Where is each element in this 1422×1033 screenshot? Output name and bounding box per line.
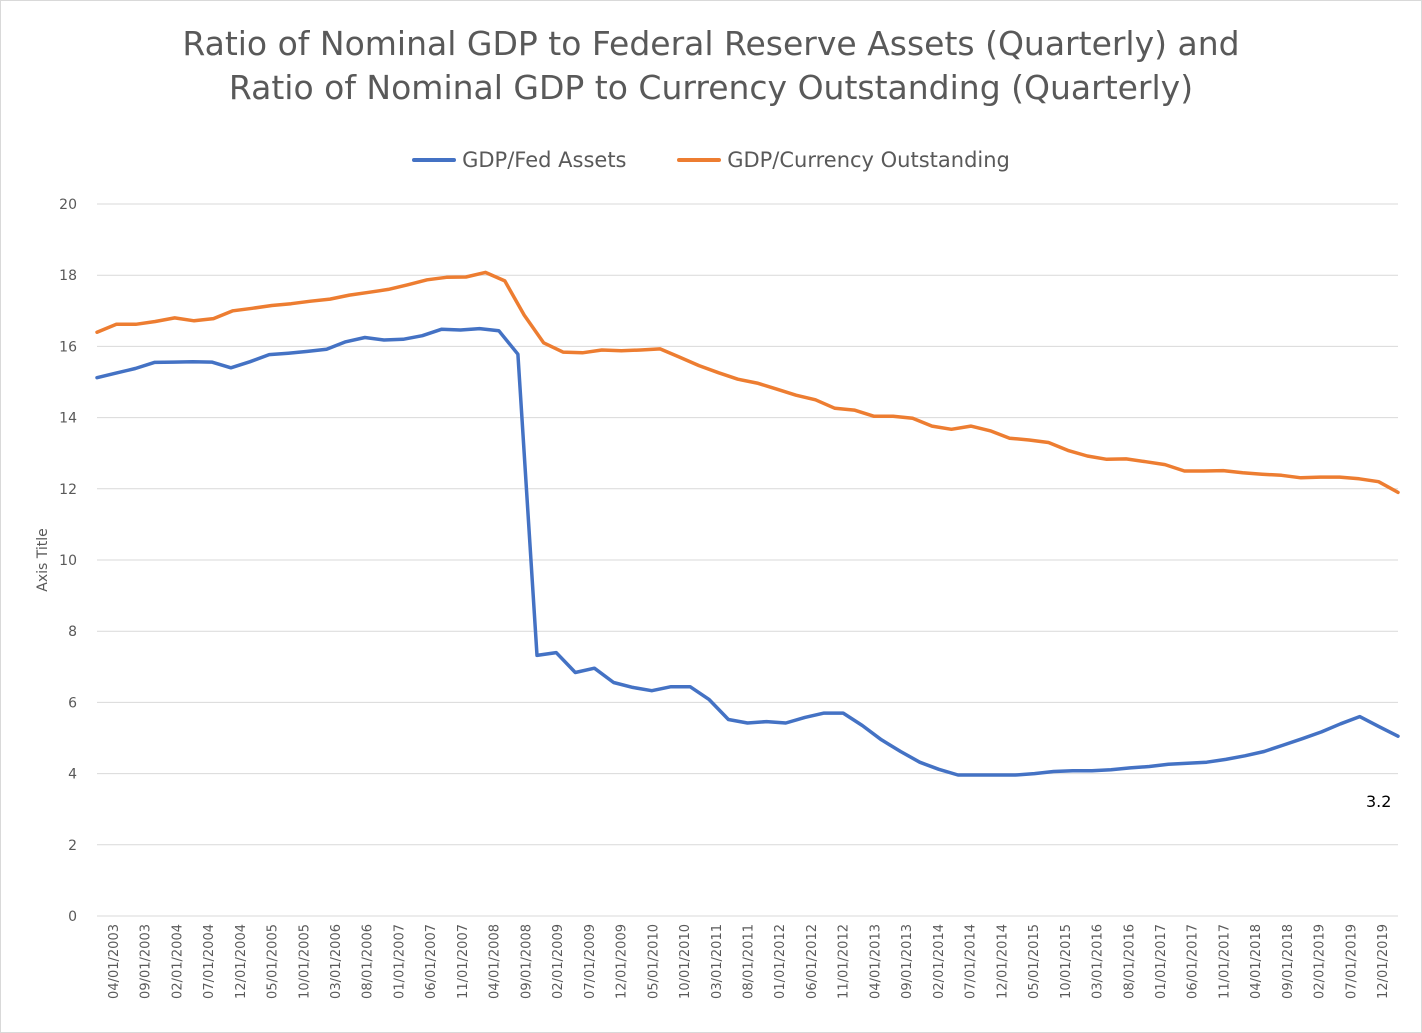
- x-tick-label: 09/01/2013: [900, 924, 915, 999]
- x-tick-label: 11/01/2017: [1218, 924, 1233, 999]
- y-tick-label: 18: [59, 268, 77, 284]
- x-tick-label: 02/01/2009: [551, 924, 566, 999]
- x-tick-label: 10/01/2005: [297, 924, 312, 999]
- y-tick-label: 6: [68, 695, 77, 711]
- legend-swatch-fed-assets: [412, 158, 457, 162]
- x-tick-label: 10/01/2010: [678, 924, 693, 999]
- x-tick-label: 10/01/2015: [1059, 924, 1074, 999]
- x-tick-label: 04/01/2008: [488, 924, 503, 999]
- y-tick-label: 8: [68, 624, 77, 640]
- x-tick-label: 05/01/2010: [646, 924, 661, 999]
- x-axis-ticks: 04/01/2003 09/01/2003 02/01/2004 07/01/2004…: [107, 924, 1391, 999]
- legend-item-currency: GDP/Currency Outstanding: [677, 148, 1010, 172]
- grid-lines: [97, 203, 1398, 917]
- y-tick-label: 14: [59, 411, 77, 427]
- x-tick-label: 11/01/2012: [837, 924, 852, 999]
- legend-label-fed-assets: GDP/Fed Assets: [462, 148, 627, 172]
- x-tick-label: 01/01/2012: [773, 924, 788, 999]
- y-tick-label: 4: [68, 767, 77, 783]
- legend-item-fed-assets: GDP/Fed Assets: [412, 148, 627, 172]
- x-tick-label: 02/01/2014: [932, 924, 947, 999]
- chart-title: Ratio of Nominal GDP to Federal Reserve …: [0, 22, 1422, 110]
- x-tick-label: 04/01/2013: [868, 924, 883, 999]
- legend-swatch-currency: [677, 158, 722, 162]
- y-axis-ticks: 0 2 4 6 8 10 12 14 16 18 20: [59, 197, 77, 925]
- y-axis-title: Axis Title: [35, 528, 51, 592]
- y-tick-label: 16: [59, 339, 77, 355]
- x-tick-label: 08/01/2016: [1122, 924, 1137, 999]
- x-tick-label: 12/01/2004: [234, 924, 249, 999]
- x-tick-label: 06/01/2017: [1186, 924, 1201, 999]
- x-tick-label: 03/01/2016: [1091, 924, 1106, 999]
- x-tick-label: 06/01/2012: [805, 924, 820, 999]
- y-tick-label: 12: [59, 482, 77, 498]
- x-tick-label: 06/01/2007: [424, 924, 439, 999]
- x-tick-label: 12/01/2014: [995, 924, 1010, 999]
- x-tick-label: 07/01/2019: [1344, 924, 1359, 999]
- x-tick-label: 09/01/2018: [1281, 924, 1296, 999]
- x-tick-label: 04/01/2018: [1249, 924, 1264, 999]
- x-tick-label: 01/01/2017: [1154, 924, 1169, 999]
- x-tick-label: 07/01/2009: [583, 924, 598, 999]
- x-tick-label: 02/01/2019: [1313, 924, 1328, 999]
- x-tick-label: 09/01/2003: [139, 924, 154, 999]
- x-tick-label: 12/01/2009: [615, 924, 630, 999]
- x-tick-label: 01/01/2007: [393, 924, 408, 999]
- chart-title-line-2: Ratio of Nominal GDP to Currency Outstan…: [228, 68, 1194, 107]
- x-tick-label: 07/01/2004: [202, 924, 217, 999]
- x-tick-label: 11/01/2007: [456, 924, 471, 999]
- series-line-gdp-fed-assets: [95, 326, 1400, 777]
- y-tick-label: 2: [68, 838, 77, 854]
- chart-title-line-1: Ratio of Nominal GDP to Federal Reserve …: [182, 24, 1240, 63]
- x-tick-label: 02/01/2004: [170, 924, 185, 999]
- data-label-annotation: 3.2: [1366, 792, 1391, 811]
- x-tick-label: 05/01/2005: [266, 924, 281, 999]
- x-tick-label: 07/01/2014: [964, 924, 979, 999]
- x-tick-label: 03/01/2011: [710, 924, 725, 999]
- x-tick-label: 04/01/2003: [107, 924, 122, 999]
- x-tick-label: 12/01/2019: [1376, 924, 1391, 999]
- y-tick-label: 0: [68, 909, 77, 925]
- x-tick-label: 09/01/2008: [519, 924, 534, 999]
- x-tick-label: 03/01/2006: [329, 924, 344, 999]
- y-tick-label: 20: [59, 197, 77, 213]
- y-tick-label: 10: [59, 553, 77, 569]
- series-line-gdp-currency-outstanding: [95, 270, 1400, 495]
- series-lines: [95, 270, 1400, 777]
- legend: GDP/Fed Assets GDP/Currency Outstanding: [0, 143, 1422, 172]
- legend-label-currency: GDP/Currency Outstanding: [727, 148, 1010, 172]
- x-tick-label: 08/01/2011: [742, 924, 757, 999]
- x-tick-label: 08/01/2006: [361, 924, 376, 999]
- x-tick-label: 05/01/2015: [1027, 924, 1042, 999]
